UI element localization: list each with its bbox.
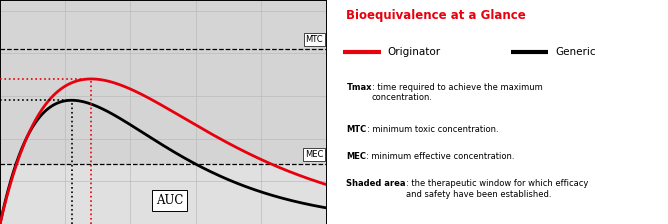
Text: Bioequivalence at a Glance: Bioequivalence at a Glance (347, 9, 526, 22)
Text: MTC: minimum toxic concentration.: MTC: minimum toxic concentration. (347, 125, 496, 134)
Text: Generic: Generic (555, 47, 596, 56)
Text: : minimum effective concentration.: : minimum effective concentration. (366, 152, 515, 161)
Text: MEC: MEC (347, 152, 366, 161)
Text: MTC: MTC (347, 125, 367, 134)
Text: MEC: minimum effective concentration.: MEC: minimum effective concentration. (347, 152, 513, 161)
Text: AUC: AUC (156, 194, 183, 207)
Text: : time required to achieve the maximum
concentration.: : time required to achieve the maximum c… (372, 83, 542, 102)
Text: MTC: MTC (306, 35, 323, 44)
Text: : minimum toxic concentration.: : minimum toxic concentration. (367, 125, 498, 134)
Text: : the therapeutic window for which efficacy
and safety have been established.: : the therapeutic window for which effic… (406, 179, 589, 199)
Text: Shaded area: Shaded area (347, 179, 406, 188)
Text: MEC: MEC (305, 150, 323, 159)
Bar (0, 49, 326, 164)
Text: Shaded area: the therapeutic window for which efficacy
and safety have been esta: Shaded area: the therapeutic window for … (347, 179, 582, 199)
Text: Tmax: Tmax (347, 83, 372, 92)
Text: Tmax: time required to achieve the maximum
concentration.: Tmax: time required to achieve the maxim… (347, 83, 540, 102)
Text: Originator: Originator (387, 47, 441, 56)
Bar (0, 0, 326, 49)
